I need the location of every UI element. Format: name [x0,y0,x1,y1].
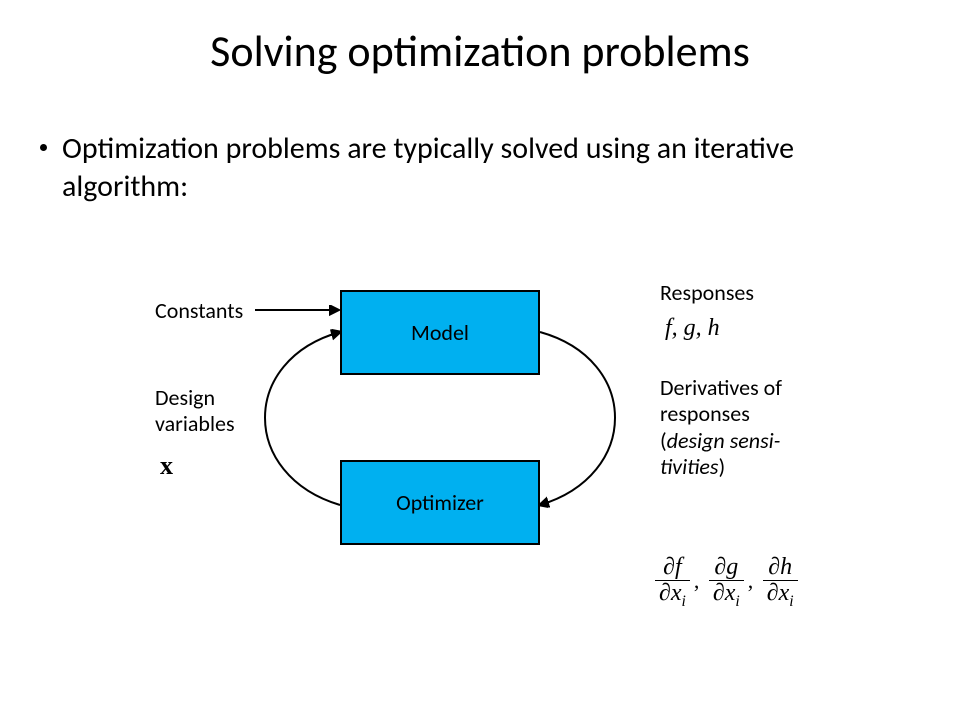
responses-label: Responses [660,280,754,306]
fraction-separator: , [744,568,763,593]
diagram: Model Optimizer Constants Design variabl… [0,280,960,700]
arrow-optimizer-to-model [265,332,340,505]
fraction-separator: , [690,568,709,593]
arrow-model-to-optimizer [540,332,615,505]
bullet-item: Optimization problems are typically solv… [62,130,882,205]
optimizer-box: Optimizer [340,460,540,545]
fraction: ∂g∂xi [709,555,744,610]
model-label: Model [411,319,469,346]
constants-label: Constants [155,298,243,324]
design-vars-text: Design variables [155,384,235,437]
derivatives-label: Derivatives of responses (design sensi- … [660,375,820,481]
deriv-l4: tivities) [660,453,725,480]
bullet-text: Optimization problems are typically solv… [62,130,794,205]
fraction: ∂f∂xi [655,555,690,610]
design-vars-label: Design variables [155,385,265,438]
responses-symbols: f, g, h [665,314,720,343]
deriv-l1: Derivatives of [660,374,782,401]
deriv-l3: (design sensi- [660,427,780,454]
model-box: Model [340,290,540,375]
fraction: ∂h∂xi [763,555,798,610]
page-title: Solving optimization problems [0,24,960,78]
bullet-dot [40,144,47,151]
optimizer-label: Optimizer [396,489,484,516]
derivatives-formula: ∂f∂xi, ∂g∂xi, ∂h∂xi [655,555,798,610]
deriv-l2: responses [660,400,750,427]
design-vars-symbol: x [160,450,173,481]
